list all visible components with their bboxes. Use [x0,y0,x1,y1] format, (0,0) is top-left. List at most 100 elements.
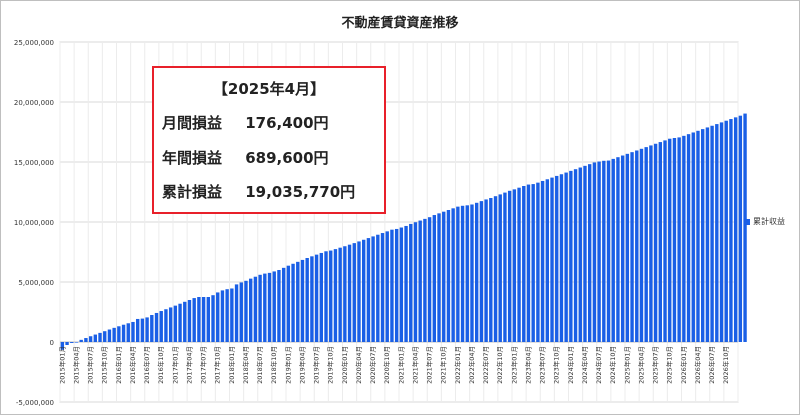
bar [700,129,705,342]
bar [668,138,672,342]
bar [592,162,597,342]
bar [248,278,253,342]
bar [314,254,319,342]
bar [103,331,107,342]
y-tick-label: 0 [50,339,54,347]
bar [187,300,192,342]
bar [357,241,361,342]
bar [145,317,149,342]
x-tick-label: 2017年10月 [213,346,222,384]
bar [394,228,399,342]
bar [197,297,201,342]
bar [531,184,535,342]
bar [644,147,648,342]
bar [404,225,408,342]
bar [277,270,281,342]
x-tick-label: 2023年04月 [523,346,532,384]
bar [272,271,276,342]
bar [578,167,582,342]
bar [385,231,389,342]
y-tick-label: 15,000,000 [14,159,54,167]
bar [343,246,347,342]
y-tick-label: 25,000,000 [14,39,54,47]
bar [611,158,615,342]
bar [286,265,291,342]
bar [677,137,681,342]
bar [559,174,564,342]
bar [112,327,116,342]
bar [84,338,88,342]
x-tick-label: 2024年04月 [580,346,589,384]
bar [164,309,168,342]
bar [625,153,630,342]
bar [333,249,338,342]
x-tick-label: 2023年10月 [552,346,561,384]
bar [522,186,526,342]
bar [658,142,663,342]
x-tick-label: 2022年07月 [481,346,490,384]
bar [244,280,248,342]
bar [719,122,724,343]
y-tick-label: 10,000,000 [14,219,54,227]
chart-legend: 累計収益 [744,216,785,227]
bar [597,161,601,342]
bar [65,342,69,345]
bar [74,342,79,343]
bar [474,202,479,342]
bar [225,289,229,342]
bar [489,198,493,342]
bar [131,321,135,342]
bar [98,332,102,342]
bar [390,229,394,342]
bar [60,342,65,350]
bar [738,115,743,343]
bar [380,233,385,342]
bar [399,227,404,342]
bar [371,236,375,342]
bar [107,329,112,342]
bar [545,179,550,342]
bar [168,307,173,342]
x-tick-label: 2024年07月 [594,346,603,384]
bar [220,290,225,342]
x-tick-label: 2026年04月 [693,346,702,384]
x-tick-label: 2021年01月 [396,346,405,384]
x-tick-label: 2021年07月 [425,346,434,384]
x-tick-label: 2019年01月 [283,346,292,384]
x-tick-label: 2019年07月 [312,346,321,384]
bar [587,164,592,342]
bar [281,267,286,342]
bar [126,323,130,342]
bar [319,252,324,342]
bar [437,213,441,342]
bar [338,247,342,342]
y-tick-label: 5,000,000 [18,279,54,287]
x-tick-label: 2024年10月 [608,346,617,384]
bar [564,172,568,342]
x-tick-label: 2025年01月 [622,346,631,384]
bar [724,120,728,342]
bar [117,326,121,342]
x-tick-label: 2015年01月 [57,346,66,384]
x-tick-label: 2015年10月 [100,346,109,384]
x-tick-label: 2015年04月 [71,346,80,384]
bar [512,189,517,342]
bar [503,192,507,342]
summary-monthly-value: 176,400円 [245,114,329,132]
x-tick-label: 2026年07月 [707,346,716,384]
bar [672,138,677,342]
x-tick-label: 2023年01月 [509,346,518,384]
bar [159,311,163,342]
bar [192,298,196,342]
legend-label: 累計収益 [753,217,785,226]
x-tick-label: 2015年07月 [86,346,95,384]
x-tick-label: 2018年10月 [269,346,278,384]
bar [300,259,305,342]
bar [663,140,667,342]
bar [583,165,587,342]
x-tick-label: 2016年01月 [114,346,123,384]
bar [616,157,620,342]
bar [465,205,469,342]
bar [361,239,366,342]
bar [696,130,700,342]
